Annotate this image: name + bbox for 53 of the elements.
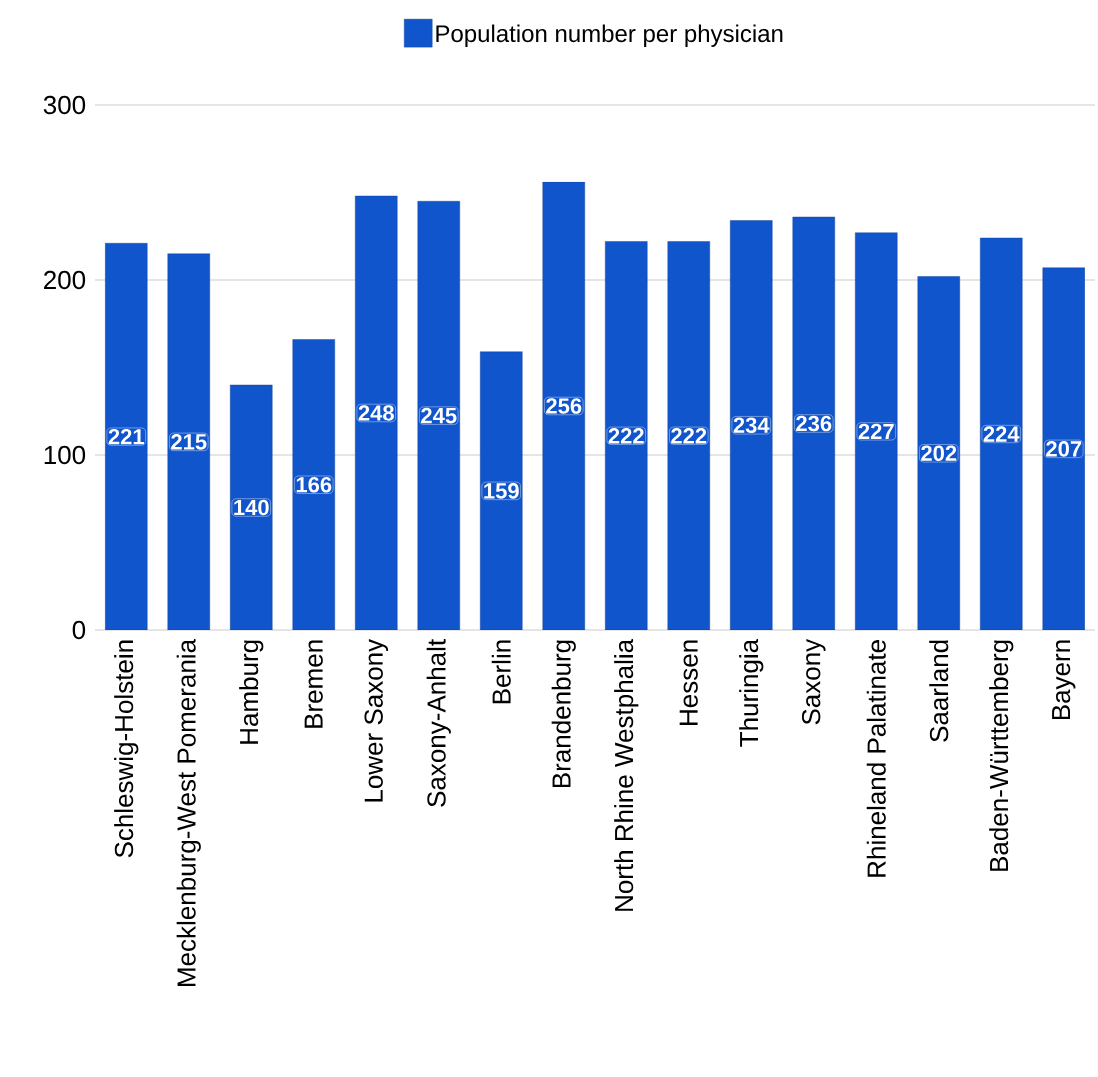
data-label: 248 [358,405,394,421]
y-tick-label: 100 [44,445,86,465]
y-tick-label: 0 [72,620,86,640]
bar [917,276,960,630]
legend-label: Population number per physician [436,24,783,47]
data-label: 222 [608,428,644,444]
data-label: 215 [171,434,207,450]
bar [417,201,460,630]
bar [855,232,898,630]
bar [230,384,273,630]
x-tick-label: Saxony-Anhalt [426,639,451,807]
x-tick-label: Thuringia [739,638,764,747]
data-label: 227 [858,423,894,440]
bar [1042,267,1085,630]
x-tick-label: Berlin [491,640,511,704]
data-label: 159 [484,483,519,499]
x-tick-label: Mecklenburg-West Pomerania [176,638,201,986]
x-tick-label: Bremen [304,640,323,728]
bar [542,181,585,630]
data-label: 245 [421,407,457,424]
bar [167,253,210,630]
y-tick-label: 300 [43,95,86,115]
bar [730,220,773,630]
x-tick-label: Bayern [1052,640,1076,720]
bar [292,339,335,630]
x-tick-label: Hamburg [239,640,264,744]
data-label: 256 [546,398,582,414]
y-tick-label: 200 [44,270,86,290]
x-tick-label: Baden-Württemberg [989,640,1014,871]
bar [105,243,148,630]
x-tick-label: Hessen [679,640,698,725]
data-label: 236 [796,415,832,432]
data-label: 224 [983,426,1020,442]
data-label: 234 [733,417,770,434]
x-tick-label: North Rhine Westphalia [614,638,639,911]
x-tick-label: Lower Saxony [364,638,389,802]
bar [480,351,523,630]
data-label: 140 [234,499,269,516]
x-tick-label: Saarland [929,640,949,742]
data-label: 207 [1046,441,1082,457]
bar [605,241,648,630]
data-label: 222 [671,428,707,444]
data-label: 202 [921,445,957,462]
x-tick-label: Brandenburg [551,640,576,788]
x-tick-label: Rhineland Palatinate [866,640,886,877]
bar [792,216,835,630]
bar [355,195,398,630]
x-tick-label: Schleswig-Holstein [114,640,139,858]
x-tick-label: Saxony [801,638,826,725]
data-label: 221 [108,428,144,445]
data-label: 166 [296,476,332,493]
bar [667,241,710,630]
bar [980,237,1023,630]
